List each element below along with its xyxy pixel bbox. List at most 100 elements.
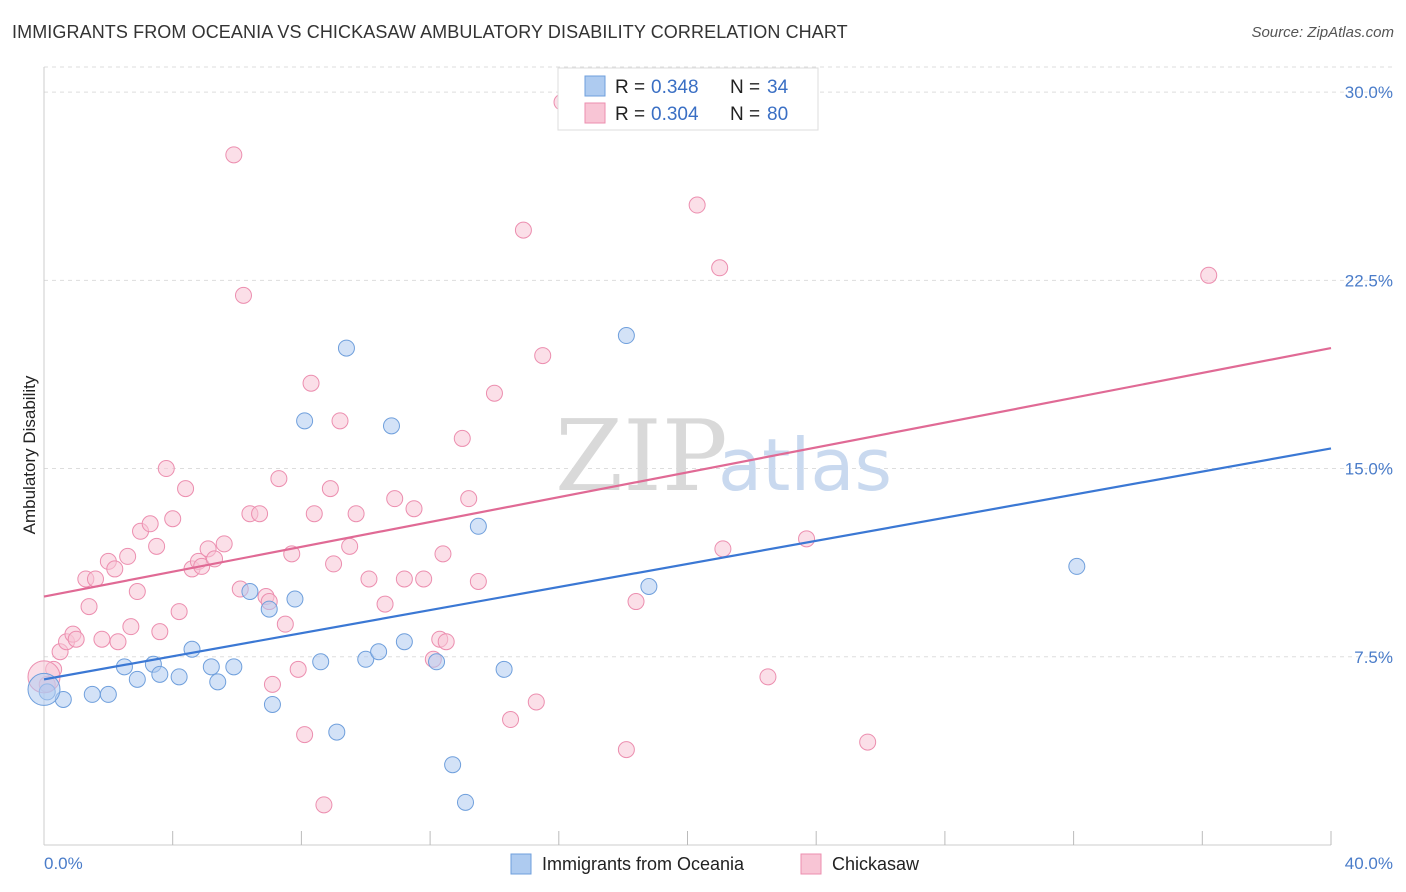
point-chickasaw bbox=[688, 196, 706, 214]
legend-r-value-chickasaw: 0.304 bbox=[651, 104, 699, 125]
y-tick-labels: 7.5% 15.0% 22.5% 30.0% bbox=[1345, 83, 1393, 667]
point-oceania bbox=[357, 650, 375, 668]
point-chickasaw bbox=[469, 572, 487, 590]
y-tick-label: 7.5% bbox=[1354, 648, 1393, 667]
point-chickasaw bbox=[109, 633, 127, 651]
point-chickasaw bbox=[93, 630, 111, 648]
point-oceania bbox=[202, 658, 220, 676]
point-chickasaw bbox=[331, 412, 349, 430]
trend-lines bbox=[43, 347, 1332, 681]
point-oceania bbox=[444, 756, 462, 774]
point-oceania bbox=[260, 600, 278, 618]
source-label: Source: ZipAtlas.com bbox=[1251, 24, 1394, 41]
point-oceania bbox=[241, 583, 259, 601]
legend-n-value-oceania: 34 bbox=[767, 77, 789, 98]
watermark-zip: ZIP bbox=[555, 400, 728, 514]
point-oceania bbox=[370, 643, 388, 661]
watermark: ZIP atlas bbox=[555, 400, 892, 514]
point-oceania bbox=[495, 660, 513, 678]
point-oceania bbox=[617, 327, 635, 345]
top-legend: R = 0.348 N = 34 R = 0.304 N = 80 bbox=[557, 67, 819, 131]
point-chickasaw bbox=[251, 505, 269, 523]
point-oceania bbox=[456, 793, 474, 811]
point-oceania bbox=[395, 633, 413, 651]
point-chickasaw bbox=[405, 500, 423, 518]
point-oceania bbox=[27, 672, 61, 706]
legend-n-value-chickasaw: 80 bbox=[767, 104, 788, 125]
x-tick-label-max: 40.0% bbox=[1345, 854, 1393, 873]
point-chickasaw bbox=[759, 668, 777, 686]
legend-n-label-chickasaw: N = bbox=[730, 104, 760, 125]
point-chickasaw bbox=[714, 540, 732, 558]
point-chickasaw bbox=[460, 490, 478, 508]
grid bbox=[44, 66, 1393, 658]
point-chickasaw bbox=[437, 633, 455, 651]
x-ticks bbox=[172, 831, 1332, 845]
point-chickasaw bbox=[276, 615, 294, 633]
point-oceania bbox=[209, 673, 227, 691]
y-axis-label: Ambulatory Disability bbox=[20, 375, 39, 534]
point-oceania bbox=[151, 665, 169, 683]
point-chickasaw bbox=[164, 510, 182, 528]
point-chickasaw bbox=[617, 741, 635, 759]
point-chickasaw bbox=[502, 711, 520, 729]
point-chickasaw bbox=[270, 470, 288, 488]
point-chickasaw bbox=[215, 535, 233, 553]
point-chickasaw bbox=[711, 259, 729, 277]
point-chickasaw bbox=[485, 384, 503, 402]
point-oceania bbox=[469, 517, 487, 535]
bottom-legend-swatch-oceania bbox=[510, 853, 532, 875]
point-chickasaw bbox=[148, 537, 166, 555]
legend-r-label-chickasaw: R = bbox=[615, 104, 645, 125]
point-chickasaw bbox=[225, 146, 243, 164]
bottom-legend: Immigrants from Oceania Chickasaw bbox=[510, 853, 920, 875]
point-chickasaw bbox=[386, 490, 404, 508]
chart-title: IMMIGRANTS FROM OCEANIA VS CHICKASAW AMB… bbox=[12, 22, 848, 42]
point-oceania bbox=[640, 578, 658, 596]
point-chickasaw bbox=[151, 623, 169, 641]
point-chickasaw bbox=[119, 547, 137, 565]
point-oceania bbox=[382, 417, 400, 435]
point-oceania bbox=[286, 590, 304, 608]
point-chickasaw bbox=[302, 374, 320, 392]
legend-r-value-oceania: 0.348 bbox=[651, 77, 699, 98]
trend-line-oceania bbox=[43, 447, 1332, 681]
y-tick-label: 30.0% bbox=[1345, 83, 1393, 102]
point-chickasaw bbox=[67, 630, 85, 648]
point-oceania bbox=[1068, 557, 1086, 575]
point-oceania bbox=[225, 658, 243, 676]
point-chickasaw bbox=[395, 570, 413, 588]
point-oceania bbox=[99, 685, 117, 703]
y-tick-label: 15.0% bbox=[1345, 460, 1393, 479]
watermark-atlas: atlas bbox=[718, 423, 892, 507]
point-chickasaw bbox=[376, 595, 394, 613]
point-chickasaw bbox=[434, 545, 452, 563]
point-chickasaw bbox=[859, 733, 877, 751]
point-chickasaw bbox=[1200, 266, 1218, 284]
point-chickasaw bbox=[341, 537, 359, 555]
point-oceania bbox=[170, 668, 188, 686]
legend-r-label-oceania: R = bbox=[615, 77, 645, 98]
point-oceania bbox=[428, 653, 446, 671]
trend-line-chickasaw bbox=[43, 347, 1332, 598]
point-chickasaw bbox=[128, 583, 146, 601]
point-chickasaw bbox=[80, 598, 98, 616]
point-chickasaw bbox=[415, 570, 433, 588]
point-chickasaw bbox=[453, 429, 471, 447]
y-tick-label: 22.5% bbox=[1345, 271, 1393, 290]
point-oceania bbox=[83, 685, 101, 703]
legend-swatch-oceania bbox=[584, 75, 606, 97]
point-chickasaw bbox=[141, 515, 159, 533]
point-chickasaw bbox=[325, 555, 343, 573]
bottom-legend-label-chickasaw: Chickasaw bbox=[832, 854, 920, 874]
point-oceania bbox=[337, 339, 355, 357]
point-chickasaw bbox=[177, 480, 195, 498]
point-chickasaw bbox=[296, 726, 314, 744]
point-chickasaw bbox=[514, 221, 532, 239]
series-oceania-points bbox=[27, 327, 1086, 811]
bottom-legend-swatch-chickasaw bbox=[800, 853, 822, 875]
x-tick-label-min: 0.0% bbox=[44, 854, 83, 873]
point-chickasaw bbox=[157, 460, 175, 478]
point-chickasaw bbox=[122, 618, 140, 636]
